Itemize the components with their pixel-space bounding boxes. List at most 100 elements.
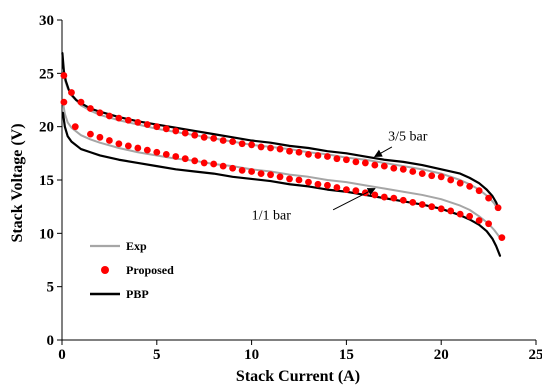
series-group [61, 53, 506, 256]
proposed-point-3-5-bar [476, 187, 483, 194]
proposed-point-1-1-bar [362, 189, 369, 196]
proposed-point-1-1-bar [115, 140, 122, 147]
y-tick-label: 5 [47, 280, 55, 296]
proposed-point-3-5-bar [343, 156, 350, 163]
x-tick-label: 15 [339, 347, 354, 363]
proposed-point-1-1-bar [134, 145, 141, 152]
series-line-exp-3-5-bar [63, 70, 498, 210]
y-axis-title: Stack Voltage (V) [9, 123, 26, 242]
proposed-point-1-1-bar [191, 157, 198, 164]
x-axis-title: Stack Current (A) [236, 368, 360, 385]
proposed-point-3-5-bar [78, 99, 85, 106]
proposed-point-1-1-bar [419, 201, 426, 208]
proposed-point-3-5-bar [248, 141, 255, 148]
proposed-point-1-1-bar [220, 163, 227, 170]
proposed-point-1-1-bar [248, 168, 255, 175]
proposed-point-1-1-bar [286, 176, 293, 183]
y-tick-label: 25 [39, 66, 54, 82]
x-tick-label: 10 [244, 347, 259, 363]
proposed-point-3-5-bar [229, 138, 236, 145]
proposed-point-1-1-bar [277, 173, 284, 180]
proposed-point-1-1-bar [201, 160, 208, 167]
x-tick-label: 25 [529, 347, 542, 363]
proposed-point-3-5-bar [371, 162, 378, 169]
proposed-point-1-1-bar [106, 137, 113, 144]
proposed-point-3-5-bar [115, 115, 122, 122]
proposed-point-3-5-bar [144, 121, 151, 128]
annotation-label-3-5-bar: 3/5 bar [388, 130, 428, 145]
proposed-point-3-5-bar [61, 72, 68, 79]
proposed-point-1-1-bar [390, 195, 397, 202]
proposed-point-3-5-bar [239, 140, 246, 147]
proposed-point-1-1-bar [229, 165, 236, 172]
y-tick-label: 10 [39, 226, 54, 242]
x-tick-label: 0 [58, 347, 66, 363]
proposed-point-3-5-bar [201, 134, 208, 141]
proposed-point-3-5-bar [495, 204, 502, 211]
proposed-point-1-1-bar [438, 205, 445, 212]
proposed-point-1-1-bar [267, 171, 274, 178]
y-tick-label: 15 [39, 173, 54, 189]
proposed-point-3-5-bar [419, 170, 426, 177]
proposed-point-1-1-bar [457, 211, 464, 218]
proposed-point-1-1-bar [476, 217, 483, 224]
legend-label-exp: Exp [126, 239, 147, 253]
proposed-point-3-5-bar [438, 173, 445, 180]
proposed-point-3-5-bar [220, 137, 227, 144]
proposed-point-1-1-bar [182, 155, 189, 162]
series-line-pbp-1-1-bar [63, 113, 500, 256]
proposed-point-3-5-bar [352, 158, 359, 165]
series-line-pbp-3-5-bar [62, 53, 499, 210]
proposed-point-3-5-bar [447, 177, 454, 184]
proposed-point-1-1-bar [153, 149, 160, 156]
proposed-point-1-1-bar [172, 153, 179, 160]
proposed-point-3-5-bar [125, 117, 132, 124]
proposed-point-3-5-bar [381, 163, 388, 170]
proposed-point-3-5-bar [457, 180, 464, 187]
proposed-point-3-5-bar [390, 165, 397, 172]
proposed-point-1-1-bar [381, 194, 388, 201]
proposed-point-1-1-bar [466, 213, 473, 220]
proposed-point-1-1-bar [210, 161, 217, 168]
proposed-point-1-1-bar [343, 186, 350, 193]
proposed-point-1-1-bar [163, 151, 170, 158]
proposed-point-1-1-bar [61, 99, 68, 106]
y-tick-label: 20 [39, 120, 54, 136]
proposed-point-3-5-bar [485, 195, 492, 202]
proposed-point-3-5-bar [277, 146, 284, 153]
legend-label-proposed: Proposed [126, 263, 174, 277]
legend-label-pbp: PBP [126, 287, 149, 301]
proposed-point-3-5-bar [182, 130, 189, 137]
proposed-point-3-5-bar [286, 148, 293, 155]
proposed-point-3-5-bar [87, 105, 94, 112]
x-tick-label: 5 [153, 347, 161, 363]
proposed-point-1-1-bar [125, 142, 132, 149]
proposed-point-3-5-bar [153, 123, 160, 130]
proposed-point-3-5-bar [466, 183, 473, 190]
proposed-point-3-5-bar [210, 135, 217, 142]
proposed-point-3-5-bar [428, 172, 435, 179]
proposed-point-3-5-bar [362, 160, 369, 167]
y-tick-label: 30 [39, 13, 54, 29]
proposed-point-3-5-bar [134, 119, 141, 126]
proposed-point-3-5-bar [400, 166, 407, 173]
proposed-point-1-1-bar [305, 179, 312, 186]
proposed-point-1-1-bar [352, 187, 359, 194]
proposed-point-3-5-bar [267, 145, 274, 152]
proposed-point-3-5-bar [258, 144, 265, 151]
proposed-point-1-1-bar [400, 197, 407, 204]
legend-group: Exp Proposed PBP [90, 239, 174, 301]
proposed-point-1-1-bar [485, 220, 492, 227]
proposed-point-3-5-bar [68, 89, 75, 96]
proposed-point-3-5-bar [163, 125, 170, 132]
proposed-point-3-5-bar [409, 168, 416, 175]
proposed-point-1-1-bar [447, 208, 454, 215]
x-tick-label: 20 [434, 347, 449, 363]
proposed-point-1-1-bar [258, 170, 265, 177]
proposed-point-1-1-bar [72, 123, 79, 130]
proposed-point-3-5-bar [324, 153, 331, 160]
proposed-point-3-5-bar [296, 149, 303, 156]
